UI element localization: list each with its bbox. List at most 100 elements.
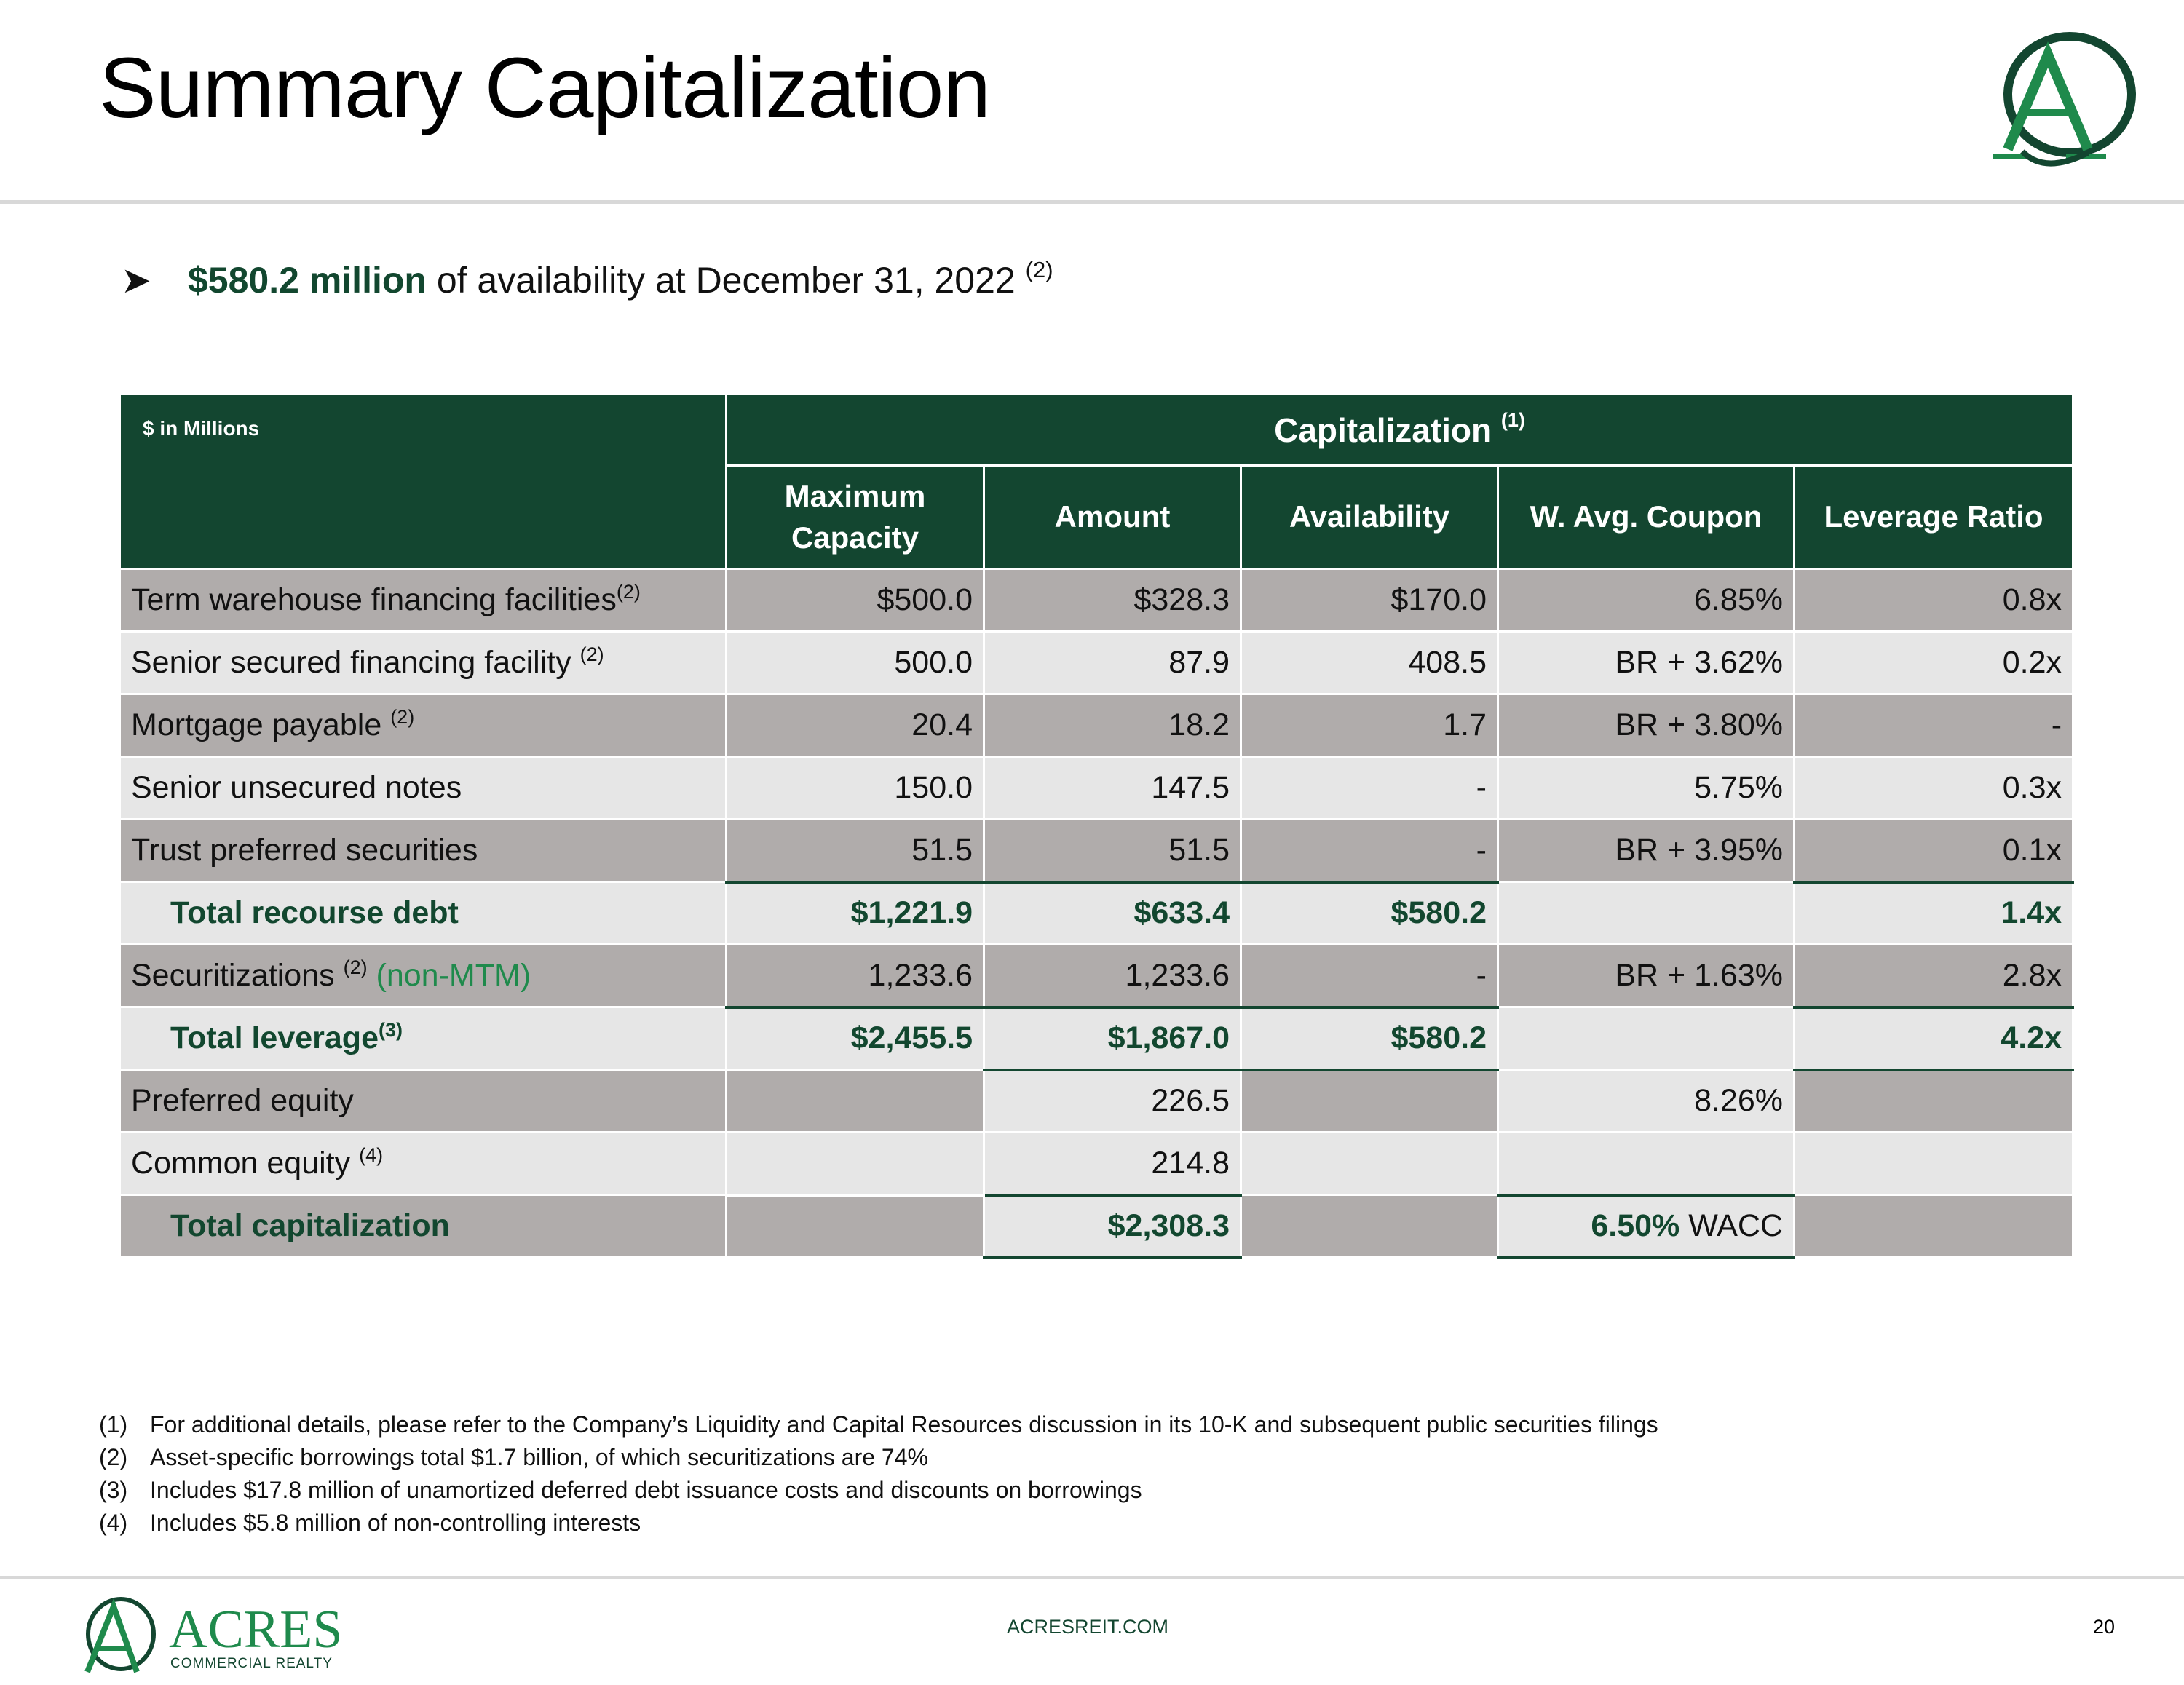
table-cell bbox=[725, 1194, 985, 1258]
table-cell: 0.2x bbox=[1792, 630, 2075, 695]
footnote: (3) Includes $17.8 million of unamortized… bbox=[99, 1477, 1142, 1503]
row-label: Trust preferred securities bbox=[119, 818, 727, 883]
table-cell: 6.85% bbox=[1497, 568, 1795, 633]
table-cell: 226.5 bbox=[983, 1069, 1242, 1133]
capitalization-table: $ in Millions Capitalization (1) Maximum… bbox=[119, 393, 2075, 1259]
table-cell: 0.3x bbox=[1792, 756, 2075, 820]
availability-highlight: $580.2 million bbox=[188, 260, 427, 301]
row-label: Term warehouse financing facilities(2) bbox=[119, 568, 727, 633]
page-number: 20 bbox=[2093, 1616, 2116, 1638]
table-cell: - bbox=[1240, 756, 1499, 820]
table-cell bbox=[1497, 1006, 1795, 1071]
table-cell: $328.3 bbox=[983, 568, 1242, 633]
table-cell: 147.5 bbox=[983, 756, 1242, 820]
title-divider bbox=[0, 200, 2184, 204]
table-row-total-capitalization: Total capitalization $2,308.3 6.50% WACC bbox=[119, 1194, 2075, 1259]
table-row-total-recourse-debt: Total recourse debt $1,221.9 $633.4 $580… bbox=[119, 881, 2075, 945]
column-header: Availability bbox=[1240, 464, 1499, 570]
arrow-bullet-icon: ➤ bbox=[121, 260, 151, 301]
column-header: Amount bbox=[983, 464, 1242, 570]
row-label: Total leverage(3) bbox=[119, 1006, 727, 1071]
table-cell: $170.0 bbox=[1240, 568, 1499, 633]
footnote: (1) For additional details, please refer … bbox=[99, 1411, 1658, 1438]
column-header: W. Avg. Coupon bbox=[1497, 464, 1795, 570]
table-row: Trust preferred securities 51.5 51.5 - B… bbox=[119, 818, 2075, 884]
table-cell bbox=[1240, 1131, 1499, 1196]
row-label: Senior unsecured notes bbox=[119, 756, 727, 820]
table-row: Common equity (4) 214.8 bbox=[119, 1131, 2075, 1197]
table-cell bbox=[1792, 1069, 2075, 1133]
table-cell bbox=[1497, 1131, 1795, 1197]
footnote: (2) Asset-specific borrowings total $1.7 … bbox=[99, 1444, 928, 1470]
table-header-row: $ in Millions Capitalization (1) bbox=[119, 393, 2075, 570]
units-label: $ in Millions bbox=[119, 393, 727, 570]
table-cell: BR + 3.95% bbox=[1497, 818, 1795, 883]
table-cell bbox=[1792, 1131, 2075, 1196]
table-cell: 2.8x bbox=[1792, 943, 2075, 1009]
availability-note: (2) bbox=[1025, 257, 1053, 282]
row-label: Preferred equity bbox=[119, 1069, 727, 1133]
table-cell: 0.8x bbox=[1792, 568, 2075, 633]
table-cell: 150.0 bbox=[725, 756, 985, 820]
table-row: Preferred equity 226.5 8.26% bbox=[119, 1069, 2075, 1133]
table-cell: 8.26% bbox=[1497, 1069, 1795, 1133]
table-cell: $633.4 bbox=[983, 881, 1242, 945]
table-cell: 408.5 bbox=[1240, 630, 1499, 695]
table-cell-wacc: 6.50% WACC bbox=[1497, 1194, 1795, 1259]
table-cell: $1,221.9 bbox=[725, 881, 985, 945]
table-cell: 20.4 bbox=[725, 693, 985, 758]
table-cell: $2,455.5 bbox=[725, 1006, 985, 1071]
table-cell: 1,233.6 bbox=[725, 943, 985, 1009]
table-cell: $2,308.3 bbox=[983, 1194, 1242, 1259]
footnotes: (1) For additional details, please refer … bbox=[99, 1408, 1658, 1539]
row-label: Total capitalization bbox=[119, 1194, 727, 1258]
row-label: Total recourse debt bbox=[119, 881, 727, 945]
table-cell: 51.5 bbox=[983, 818, 1242, 884]
table-row: Term warehouse financing facilities(2) $… bbox=[119, 568, 2075, 633]
logo-subtitle: COMMERCIAL REALTY bbox=[170, 1656, 333, 1671]
table-cell bbox=[1240, 1069, 1499, 1133]
table-cell: $580.2 bbox=[1240, 881, 1499, 945]
table-cell: $1,867.0 bbox=[983, 1006, 1242, 1071]
table-cell: BR + 3.62% bbox=[1497, 630, 1795, 695]
acres-logo-icon bbox=[1993, 32, 2136, 167]
logo-wordmark: ACRES bbox=[169, 1600, 341, 1660]
table-row: Mortgage payable (2) 20.4 18.2 1.7 BR + … bbox=[119, 693, 2075, 758]
acres-footer-logo: ACRES COMMERCIAL REALTY bbox=[84, 1597, 341, 1673]
logo-ring-icon bbox=[86, 1597, 156, 1671]
capitalization-header: Capitalization (1) bbox=[724, 393, 2075, 467]
table-cell: - bbox=[1240, 943, 1499, 1009]
table-cell: 1.4x bbox=[1792, 881, 2075, 945]
availability-text: of availability at December 31, 2022 bbox=[426, 260, 1026, 301]
row-label: Securitizations (2) (non-MTM) bbox=[119, 943, 727, 1008]
column-header: Leverage Ratio bbox=[1792, 464, 2075, 570]
table-row: Senior secured financing facility (2) 50… bbox=[119, 630, 2075, 695]
table-cell bbox=[1497, 881, 1795, 945]
table-cell: 51.5 bbox=[725, 818, 985, 884]
table-cell bbox=[725, 1069, 985, 1133]
footer-url: ACRESREIT.COM bbox=[1007, 1616, 1169, 1638]
table-cell: 1.7 bbox=[1240, 693, 1499, 758]
table-cell: 0.1x bbox=[1792, 818, 2075, 884]
availability-bullet: ➤ $580.2 million of availability at Decem… bbox=[121, 257, 1053, 301]
table-cell: - bbox=[1240, 818, 1499, 884]
table-cell: BR + 3.80% bbox=[1497, 693, 1795, 758]
logo-a-icon bbox=[84, 1598, 140, 1673]
column-header: Maximum Capacity bbox=[725, 464, 985, 570]
table-cell bbox=[725, 1131, 985, 1197]
table-cell bbox=[1792, 1194, 2075, 1258]
row-label: Common equity (4) bbox=[119, 1131, 727, 1196]
page-title: Summary Capitalization bbox=[99, 40, 991, 136]
footnote: (4) Includes $5.8 million of non-controll… bbox=[99, 1510, 641, 1536]
row-label: Senior secured financing facility (2) bbox=[119, 630, 727, 695]
table-cell: $580.2 bbox=[1240, 1006, 1499, 1071]
table-cell: 500.0 bbox=[725, 630, 985, 695]
table-cell: 214.8 bbox=[983, 1131, 1242, 1197]
column-header-row: Maximum Capacity Amount Availability W. … bbox=[120, 464, 2075, 570]
row-label: Mortgage payable (2) bbox=[119, 693, 727, 758]
table-cell: 18.2 bbox=[983, 693, 1242, 758]
footer-divider bbox=[0, 1576, 2184, 1579]
table-cell: 5.75% bbox=[1497, 756, 1795, 820]
table-cell: 1,233.6 bbox=[983, 943, 1242, 1009]
table-cell: 87.9 bbox=[983, 630, 1242, 695]
